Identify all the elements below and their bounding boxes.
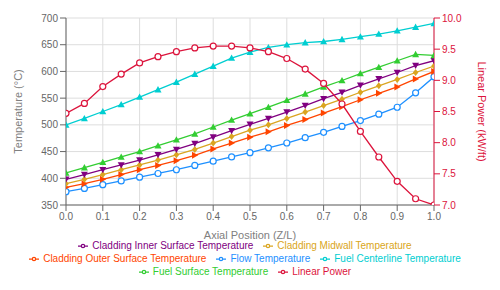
html-text:Fuel Surface Temperature: Fuel Surface Temperature bbox=[152, 266, 269, 277]
svg-text:7.5: 7.5 bbox=[442, 168, 456, 179]
svg-text:400: 400 bbox=[41, 173, 58, 184]
html-text:Flow Temperature: Flow Temperature bbox=[230, 253, 311, 264]
svg-text:650: 650 bbox=[41, 39, 58, 50]
svg-text:0.1: 0.1 bbox=[96, 211, 110, 222]
svg-text:Linear Power (kW/ft): Linear Power (kW/ft) bbox=[476, 61, 488, 161]
svg-text:Axial Position (Z/L): Axial Position (Z/L) bbox=[204, 229, 296, 241]
svg-text:0.8: 0.8 bbox=[353, 211, 367, 222]
html-text:Fuel Centerline Temperature: Fuel Centerline Temperature bbox=[334, 253, 461, 264]
svg-text:0.2: 0.2 bbox=[133, 211, 147, 222]
svg-text:1.0: 1.0 bbox=[427, 211, 441, 222]
html-text:Cladding Inner Surface Tempera: Cladding Inner Surface Temperature bbox=[92, 240, 254, 251]
svg-text:0.3: 0.3 bbox=[169, 211, 183, 222]
svg-text:10.0: 10.0 bbox=[442, 13, 462, 24]
svg-text:8.5: 8.5 bbox=[442, 106, 456, 117]
svg-text:350: 350 bbox=[41, 200, 58, 211]
svg-text:500: 500 bbox=[41, 119, 58, 130]
html-text:Linear Power: Linear Power bbox=[292, 266, 352, 277]
svg-text:0.7: 0.7 bbox=[317, 211, 331, 222]
svg-text:9.5: 9.5 bbox=[442, 44, 456, 55]
svg-text:7.0: 7.0 bbox=[442, 200, 456, 211]
svg-text:550: 550 bbox=[41, 93, 58, 104]
svg-text:600: 600 bbox=[41, 66, 58, 77]
html-text:Cladding Outer Surface Tempera: Cladding Outer Surface Temperature bbox=[43, 253, 207, 264]
html-text:Cladding Midwall Temperature: Cladding Midwall Temperature bbox=[277, 240, 412, 251]
svg-text:0.9: 0.9 bbox=[390, 211, 404, 222]
svg-text:Temperature (°C): Temperature (°C) bbox=[12, 69, 24, 153]
svg-text:0.5: 0.5 bbox=[243, 211, 257, 222]
svg-text:450: 450 bbox=[41, 146, 58, 157]
svg-text:0.6: 0.6 bbox=[280, 211, 294, 222]
svg-text:700: 700 bbox=[41, 13, 58, 24]
svg-text:8.0: 8.0 bbox=[442, 137, 456, 148]
svg-text:9.0: 9.0 bbox=[442, 75, 456, 86]
svg-text:0.4: 0.4 bbox=[206, 211, 220, 222]
svg-text:0.0: 0.0 bbox=[59, 211, 73, 222]
